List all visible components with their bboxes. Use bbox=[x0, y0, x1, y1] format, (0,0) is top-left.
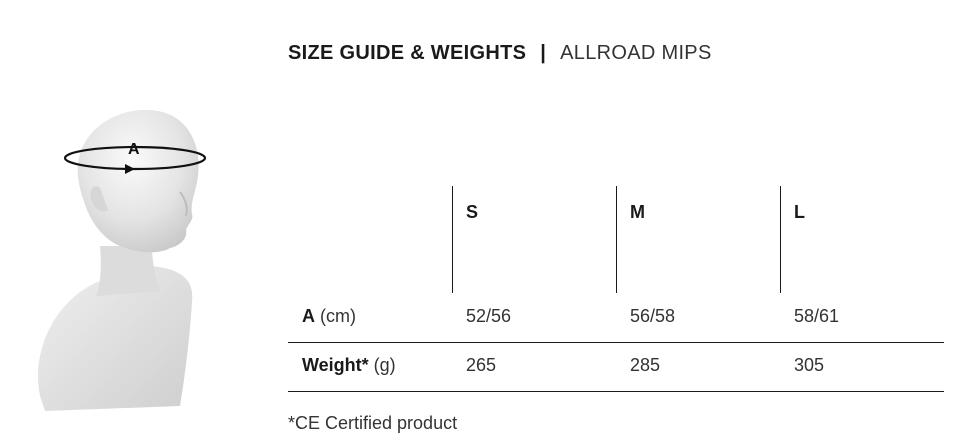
row-label: A (cm) bbox=[302, 306, 356, 327]
table-cell: 56/58 bbox=[630, 306, 676, 326]
model-name: ALLROAD MIPS bbox=[560, 42, 712, 64]
row-label: Weight* (g) bbox=[302, 355, 396, 376]
table-cell: 305 bbox=[794, 355, 825, 375]
table-cell: 265 bbox=[466, 355, 497, 375]
row-label-text: A bbox=[302, 306, 315, 326]
column-divider bbox=[452, 186, 453, 293]
footnote: *CE Certified product bbox=[288, 413, 458, 433]
row-unit: (g) bbox=[373, 355, 396, 375]
table-row: Weight* (g) 265 285 305 bbox=[288, 343, 944, 392]
head-measure-icon: A bbox=[38, 109, 207, 411]
title-separator: | bbox=[540, 42, 547, 64]
page-title: SIZE GUIDE & WEIGHTS | ALLROAD MIPS bbox=[288, 42, 712, 65]
title-text: SIZE GUIDE & WEIGHTS bbox=[288, 42, 527, 64]
column-divider bbox=[616, 186, 617, 293]
size-header-s: S bbox=[466, 202, 479, 222]
column-divider bbox=[780, 186, 781, 293]
table-cell: 52/56 bbox=[466, 306, 512, 326]
table-cell: 285 bbox=[630, 355, 661, 375]
row-label-text: Weight* bbox=[302, 355, 369, 375]
size-header-m: M bbox=[630, 202, 645, 222]
table-row: A (cm) 52/56 56/58 58/61 bbox=[288, 294, 944, 343]
row-unit: (cm) bbox=[320, 306, 356, 326]
size-header-l: L bbox=[794, 202, 805, 222]
table-cell: 58/61 bbox=[794, 306, 840, 326]
measure-label: A bbox=[128, 141, 140, 158]
